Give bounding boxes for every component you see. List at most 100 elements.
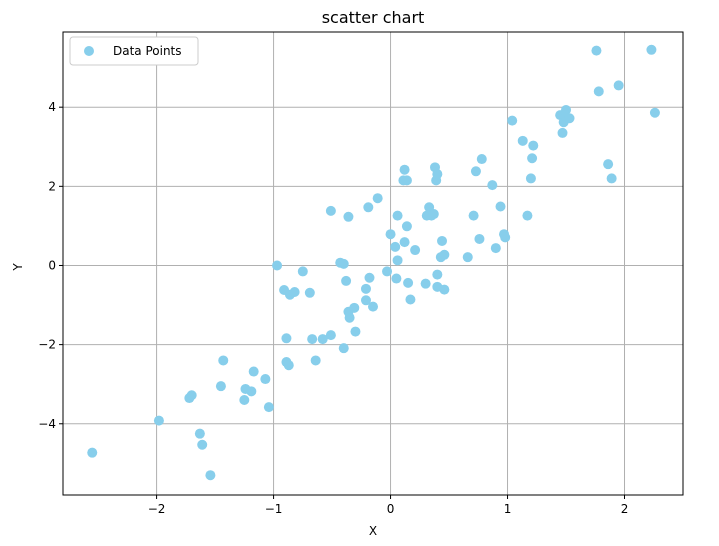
data-point bbox=[649, 107, 660, 118]
data-point bbox=[561, 104, 572, 115]
data-point bbox=[439, 249, 450, 260]
data-point bbox=[420, 278, 431, 289]
data-point bbox=[432, 269, 443, 280]
data-point bbox=[338, 258, 349, 269]
data-point bbox=[591, 45, 602, 56]
data-point bbox=[439, 284, 450, 295]
data-point bbox=[368, 301, 378, 312]
x-tick-label: 0 bbox=[387, 502, 395, 516]
data-point bbox=[613, 80, 624, 91]
y-tick-label: 2 bbox=[48, 179, 56, 193]
data-point bbox=[437, 235, 448, 246]
data-point bbox=[468, 210, 479, 221]
data-point bbox=[500, 232, 511, 243]
data-point bbox=[338, 343, 349, 354]
data-point bbox=[557, 127, 568, 138]
data-point bbox=[372, 193, 383, 204]
data-point bbox=[283, 360, 294, 371]
data-point bbox=[507, 115, 518, 126]
legend-label: Data Points bbox=[113, 44, 182, 58]
legend: Data Points bbox=[69, 36, 199, 66]
data-point bbox=[344, 312, 355, 323]
data-point bbox=[522, 210, 533, 221]
data-point bbox=[350, 326, 361, 337]
data-point bbox=[260, 374, 271, 385]
data-point bbox=[246, 386, 257, 397]
data-point bbox=[390, 241, 401, 252]
data-point bbox=[239, 395, 250, 406]
data-point bbox=[289, 286, 300, 297]
data-point bbox=[218, 355, 229, 366]
data-point bbox=[385, 229, 396, 240]
data-point bbox=[263, 402, 274, 413]
axis-ticks: −2 −1 0 1 2 −4 −2 0 2 4 bbox=[38, 100, 628, 516]
data-point bbox=[87, 447, 98, 458]
data-point bbox=[525, 173, 536, 184]
data-point bbox=[360, 295, 371, 306]
data-point bbox=[470, 166, 481, 177]
data-point bbox=[490, 243, 501, 254]
data-point bbox=[205, 470, 216, 481]
data-point bbox=[281, 333, 292, 344]
data-point bbox=[325, 205, 336, 216]
data-point bbox=[428, 209, 439, 220]
data-point bbox=[399, 164, 410, 175]
data-point bbox=[153, 415, 164, 426]
data-point bbox=[527, 153, 538, 164]
y-tick-label: 0 bbox=[48, 258, 56, 272]
data-point bbox=[401, 221, 412, 232]
legend-box bbox=[69, 36, 199, 66]
grid-lines bbox=[63, 32, 683, 495]
data-point bbox=[194, 428, 205, 439]
data-point bbox=[364, 272, 375, 283]
data-point bbox=[307, 334, 318, 345]
data-point bbox=[349, 302, 360, 313]
y-tick-label: −4 bbox=[38, 417, 56, 431]
data-point bbox=[304, 287, 315, 298]
data-point bbox=[297, 266, 308, 277]
x-tick-label: −1 bbox=[265, 502, 283, 516]
data-point bbox=[603, 159, 614, 170]
data-point bbox=[343, 211, 354, 222]
data-point bbox=[363, 202, 374, 213]
data-point bbox=[564, 113, 575, 124]
y-axis-label: Y bbox=[11, 263, 25, 272]
y-tick-label: −2 bbox=[38, 338, 56, 352]
data-point bbox=[432, 169, 443, 180]
data-point bbox=[646, 44, 657, 55]
data-points bbox=[87, 44, 660, 481]
plot-frame bbox=[62, 31, 684, 496]
data-point bbox=[317, 334, 328, 345]
data-point bbox=[392, 255, 403, 266]
x-tick-label: 2 bbox=[621, 502, 629, 516]
data-point bbox=[399, 237, 410, 248]
data-point bbox=[215, 381, 226, 392]
data-point bbox=[382, 266, 393, 277]
data-point bbox=[410, 245, 421, 256]
chart-title: scatter chart bbox=[322, 8, 425, 27]
data-point bbox=[476, 154, 487, 165]
data-point bbox=[401, 175, 412, 186]
data-point bbox=[272, 260, 283, 271]
data-point bbox=[360, 283, 371, 294]
data-point bbox=[593, 86, 604, 97]
data-point bbox=[325, 330, 336, 341]
data-point bbox=[495, 201, 506, 212]
data-point bbox=[392, 210, 403, 221]
data-point bbox=[405, 294, 416, 305]
data-point bbox=[462, 252, 473, 263]
data-point bbox=[197, 439, 208, 450]
data-point bbox=[487, 180, 498, 191]
data-point bbox=[248, 366, 259, 377]
legend-marker bbox=[84, 46, 94, 56]
data-point bbox=[517, 135, 528, 146]
data-point bbox=[341, 275, 352, 286]
data-point bbox=[310, 355, 321, 366]
x-tick-label: −2 bbox=[148, 502, 166, 516]
data-point bbox=[606, 173, 617, 184]
data-point bbox=[186, 390, 197, 401]
y-tick-label: 4 bbox=[48, 100, 56, 114]
x-axis-label: X bbox=[369, 524, 377, 538]
